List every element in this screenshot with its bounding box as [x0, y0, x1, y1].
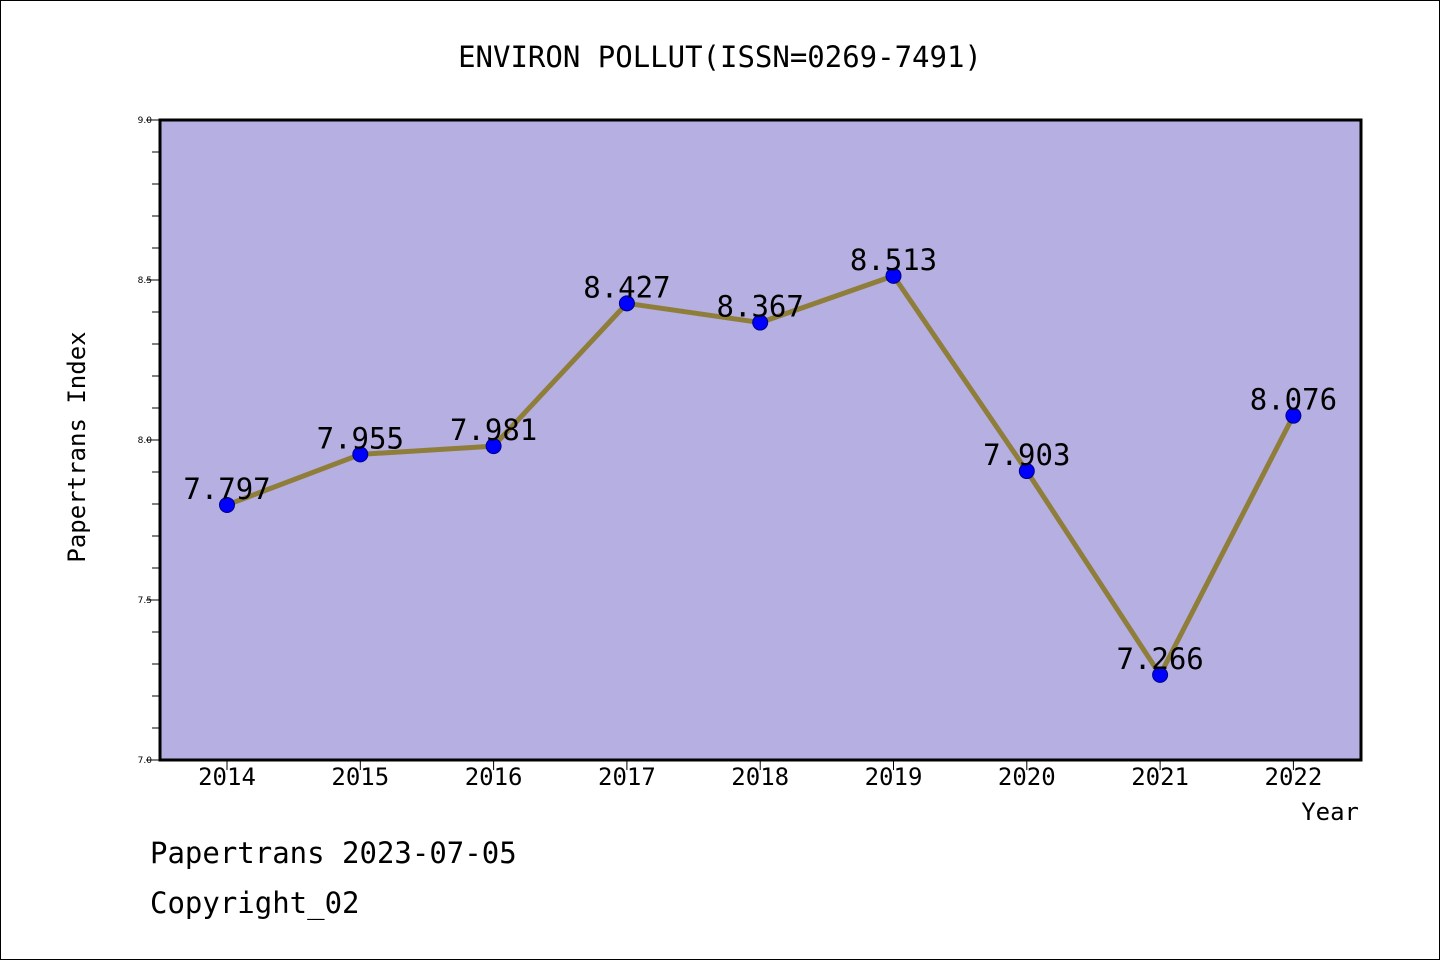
data-label: 7.903: [983, 438, 1070, 472]
data-label: 8.367: [717, 290, 804, 324]
y-tick-label: 8.5: [138, 276, 152, 286]
y-tick-label: 9.0: [138, 116, 153, 126]
data-label: 7.955: [317, 421, 404, 455]
footer-copyright: Copyright_02: [150, 886, 360, 920]
plot-border: [158, 118, 1363, 762]
data-point: [352, 446, 369, 463]
series-line-group: 7.797 7.955 7.981 8.427 8.367 8.513 7.903 7.266…: [183, 243, 1337, 683]
x-tick-label: 2021: [1131, 763, 1189, 791]
data-label: 7.981: [450, 413, 537, 447]
x-axis-label: Year: [1301, 798, 1359, 826]
data-point: [1152, 666, 1169, 683]
x-tick-label: 2018: [731, 763, 789, 791]
footer-date: Papertrans 2023-07-05: [150, 836, 517, 870]
data-label: 7.266: [1116, 642, 1203, 676]
data-point: [1285, 407, 1302, 424]
data-point: [485, 438, 502, 455]
y-tick-label: 8.0: [138, 436, 153, 446]
data-point: [885, 267, 902, 284]
x-tick-label: 2015: [331, 763, 389, 791]
x-tick-label: 2019: [865, 763, 923, 791]
y-axis: 7.0 7.5 8.0 8.5 9.0: [138, 116, 160, 766]
chart-title: ENVIRON POLLUT(ISSN=0269-7491): [458, 40, 982, 74]
plot-area: [160, 120, 1361, 760]
x-tick-label: 2016: [465, 763, 523, 791]
y-tick-label: 7.5: [138, 596, 152, 606]
data-label: 8.076: [1250, 383, 1337, 417]
y-axis-label: Papertrans Index: [63, 331, 91, 562]
data-label: 8.513: [850, 243, 937, 277]
x-tick-label: 2014: [198, 763, 256, 791]
y-tick-label: 7.0: [138, 756, 153, 766]
data-label: 8.427: [583, 270, 670, 304]
x-tick-label: 2020: [998, 763, 1056, 791]
data-point: [1018, 463, 1035, 480]
data-point: [752, 314, 769, 331]
x-tick-label: 2022: [1265, 763, 1323, 791]
data-point: [219, 496, 235, 513]
data-label: 7.797: [183, 472, 270, 506]
x-axis: 2014 2015 2016 2017 2018 2019 2020 2021 2022: [198, 760, 1322, 791]
data-point: [618, 295, 635, 312]
x-tick-label: 2017: [598, 763, 656, 791]
